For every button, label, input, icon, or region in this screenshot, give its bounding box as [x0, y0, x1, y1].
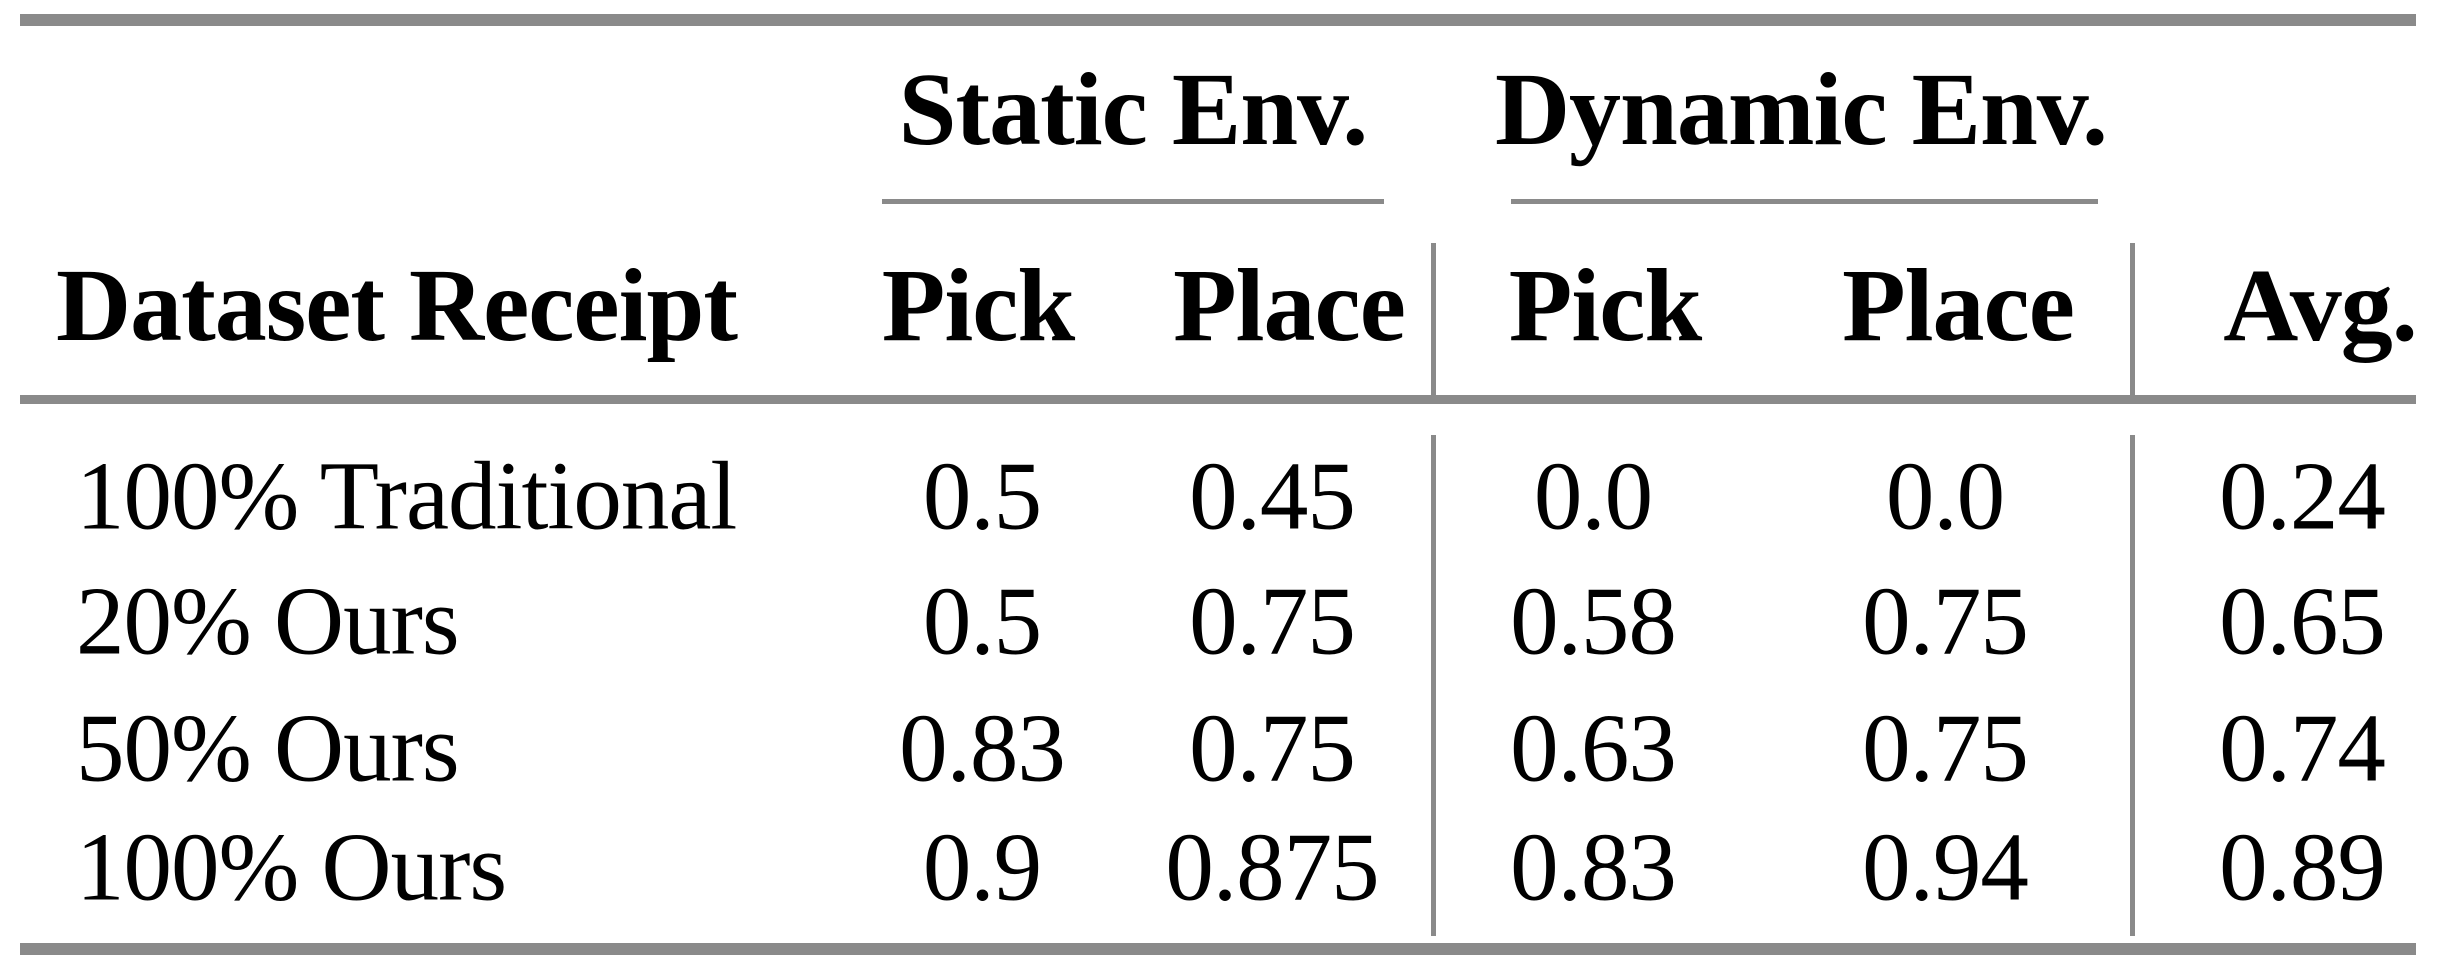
cell-static-place: 0.45 — [1189, 442, 1356, 550]
vertical-rule-2-header — [2130, 243, 2135, 395]
static-env-cmidrule — [882, 199, 1384, 204]
row-label: 20% Ours — [76, 567, 460, 675]
column-group-static-env: Static Env. — [898, 52, 1369, 167]
cell-dynamic-place: 0.94 — [1862, 813, 2029, 921]
dynamic-env-cmidrule — [1511, 199, 2098, 204]
cell-static-pick: 0.83 — [899, 694, 1066, 802]
cell-avg: 0.74 — [2219, 694, 2386, 802]
cell-static-pick: 0.5 — [922, 567, 1042, 675]
header-bottom-rule — [20, 395, 2416, 404]
vertical-rule-1-body — [1431, 435, 1436, 936]
cell-static-place: 0.75 — [1189, 694, 1356, 802]
cell-static-place: 0.75 — [1189, 567, 1356, 675]
cell-dynamic-pick: 0.0 — [1533, 442, 1653, 550]
vertical-rule-1-header — [1431, 243, 1436, 395]
table-bottom-rule — [20, 943, 2416, 955]
cell-dynamic-pick: 0.83 — [1510, 813, 1677, 921]
column-header-static-place: Place — [1173, 248, 1406, 363]
row-label: 100% Ours — [76, 813, 507, 921]
cell-dynamic-place: 0.75 — [1862, 567, 2029, 675]
cell-static-pick: 0.5 — [922, 442, 1042, 550]
column-header-dataset-receipt: Dataset Receipt — [56, 248, 738, 363]
cell-dynamic-pick: 0.63 — [1510, 694, 1677, 802]
cell-avg: 0.89 — [2219, 813, 2386, 921]
column-header-dynamic-place: Place — [1842, 248, 2075, 363]
column-group-dynamic-env: Dynamic Env. — [1494, 52, 2108, 167]
cell-static-place: 0.875 — [1165, 813, 1379, 921]
cell-avg: 0.24 — [2219, 442, 2386, 550]
vertical-rule-2-body — [2130, 435, 2135, 936]
column-header-avg: Avg. — [2223, 248, 2417, 363]
cell-dynamic-pick: 0.58 — [1510, 567, 1677, 675]
row-label: 50% Ours — [76, 694, 460, 802]
cell-avg: 0.65 — [2219, 567, 2386, 675]
table-top-rule — [20, 14, 2416, 26]
column-header-dynamic-pick: Pick — [1508, 248, 1702, 363]
cell-dynamic-place: 0.75 — [1862, 694, 2029, 802]
column-header-static-pick: Pick — [881, 248, 1075, 363]
cell-dynamic-place: 0.0 — [1885, 442, 2005, 550]
cell-static-pick: 0.9 — [922, 813, 1042, 921]
row-label: 100% Traditional — [76, 442, 737, 550]
